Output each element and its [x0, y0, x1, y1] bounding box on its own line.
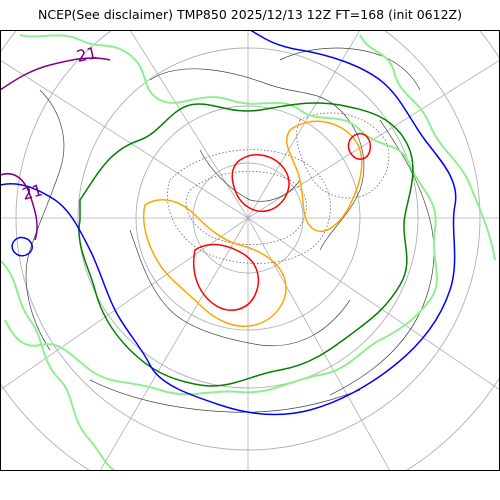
- light-green-isotherm-north: [359, 34, 496, 261]
- green-isotherm: [78, 102, 414, 387]
- map-title: NCEP(See disclaimer) TMP850 2025/12/13 1…: [38, 7, 462, 22]
- orange-isotherm: [142, 199, 287, 327]
- coastlines: [25, 47, 435, 413]
- dotted-isotherms: [167, 112, 390, 264]
- map-frame: [0, 30, 500, 471]
- purple-isotherm: [0, 57, 111, 241]
- contour-label-21-west: 21: [20, 180, 45, 204]
- light-green-isotherm: [4, 34, 438, 396]
- polar-stereographic-map: 21 21: [0, 30, 500, 471]
- graticule-circles: [0, 30, 500, 471]
- graticule-meridians: [0, 30, 500, 471]
- blue-isotherm: [0, 30, 457, 416]
- red-isotherm-east: [347, 133, 372, 160]
- blue-isotherm-west: [11, 236, 34, 257]
- light-green-isotherm-pacific: [0, 259, 116, 471]
- red-isotherm-north: [231, 154, 290, 212]
- red-isotherm: [193, 243, 260, 311]
- orange-isotherm-east: [286, 120, 363, 232]
- contour-label-21-north: 21: [75, 43, 99, 66]
